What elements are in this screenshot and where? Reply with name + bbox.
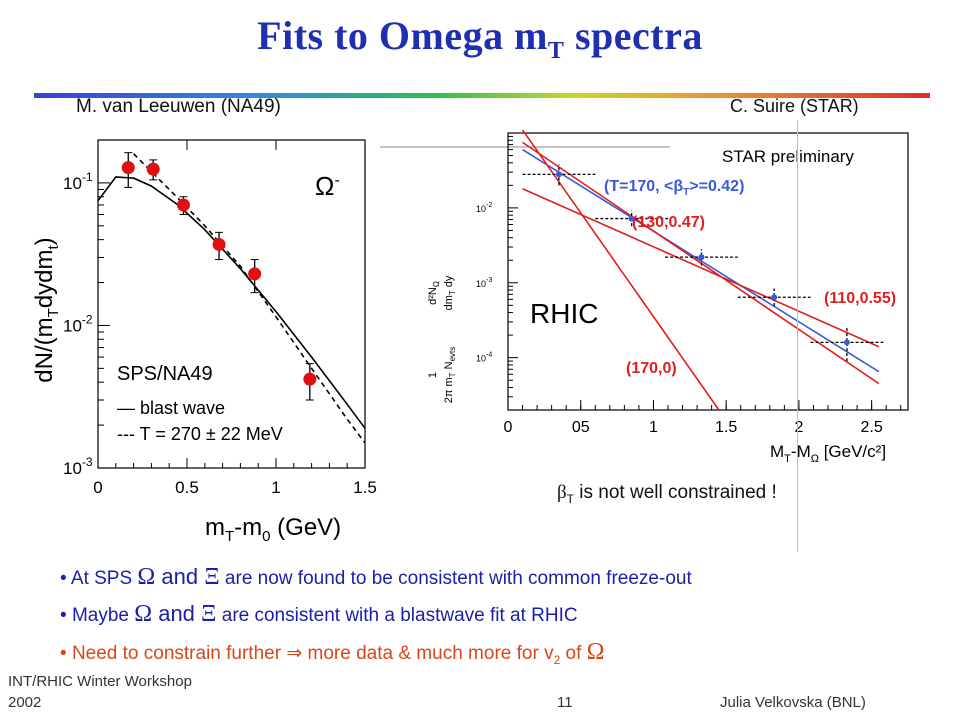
svg-text:d²NΩ: d²NΩ bbox=[427, 281, 441, 305]
na49-data-point bbox=[303, 372, 317, 386]
na49-ytick-label: 10-1 bbox=[63, 170, 93, 193]
star-ylabel: 1 2π mT Nevts d²NΩ dmT dy bbox=[427, 275, 457, 403]
rainbow-divider bbox=[34, 93, 930, 98]
footer-workshop: INT/RHIC Winter Workshop bbox=[8, 673, 192, 690]
star-data-point bbox=[555, 171, 562, 178]
star-data-point bbox=[628, 215, 635, 222]
na49-ytick-label: 10-2 bbox=[63, 312, 93, 335]
na49-data-point bbox=[248, 267, 262, 281]
slide-title: Fits to Omega mT spectra bbox=[257, 13, 703, 64]
star-fit-line-3 bbox=[521, 129, 720, 411]
star-prelim: STAR preliminary bbox=[722, 147, 854, 166]
star-xlabel: MT-MΩ [GeV/c²] bbox=[770, 442, 886, 465]
star-data-point bbox=[698, 254, 705, 261]
star-xtick-label: 2 bbox=[794, 419, 803, 436]
star-fit-label-110: (110,0.55) bbox=[824, 290, 896, 307]
beta-note: βT is not well constrained ! bbox=[557, 482, 777, 506]
na49-legend-dashed: --- T = 270 ± 22 MeV bbox=[117, 424, 283, 444]
star-ytick-label: 10-2 bbox=[476, 202, 492, 214]
star-fit-label-130: (130,0.47) bbox=[632, 214, 705, 231]
star-chart: 0 05 1 1.5 2 2.5 10-2 10-3 10-4 STAR preliminary… bbox=[380, 129, 909, 465]
na49-chart: 0 0.5 1 1.5 10-1 10-2 10-3 dN/(mTdydmt) mT-m0 … bbox=[31, 139, 377, 545]
na49-legend-solid: — blast wave bbox=[117, 398, 225, 418]
na49-curve-blastwave bbox=[97, 176, 366, 429]
star-fit-line-1 bbox=[522, 141, 880, 385]
na49-ytick-label: 10-3 bbox=[63, 455, 93, 478]
na49-xtick-label: 1 bbox=[271, 478, 280, 497]
svg-text:dmT dy: dmT dy bbox=[443, 275, 457, 310]
star-xtick-label: 1.5 bbox=[715, 419, 737, 436]
na49-ylabel: dN/(mTdydmt) bbox=[31, 237, 62, 382]
star-frame bbox=[507, 132, 909, 411]
star-xtick-label: 0 bbox=[504, 419, 513, 436]
na49-frame bbox=[97, 139, 366, 469]
credit-left: M. van Leeuwen (NA49) bbox=[76, 96, 281, 117]
star-data-point bbox=[843, 339, 850, 346]
bullet-3: • Need to constrain further ⇒ more data … bbox=[60, 639, 605, 667]
star-xtick-label: 05 bbox=[572, 419, 590, 436]
na49-data-point bbox=[121, 161, 135, 175]
na49-data-point bbox=[146, 162, 160, 176]
na49-xtick-label: 0.5 bbox=[175, 478, 199, 497]
na49-curve-dashed bbox=[133, 153, 366, 444]
svg-text:2π mT Nevts: 2π mT Nevts bbox=[443, 347, 457, 404]
star-rhic-label: RHIC bbox=[530, 298, 598, 329]
page-number: 11 bbox=[557, 694, 573, 711]
na49-omega-label: Ω- bbox=[315, 171, 340, 201]
footer-year: 2002 bbox=[8, 694, 42, 711]
credit-right: C. Suire (STAR) bbox=[730, 96, 859, 116]
star-xtick-label: 1 bbox=[649, 419, 658, 436]
star-fit-label-blue: (T=170, <βT>=0.42) bbox=[604, 178, 744, 198]
footer-author: Julia Velkovska (BNL) bbox=[720, 694, 866, 711]
star-ytick-label: 10-3 bbox=[476, 277, 492, 289]
right-divider bbox=[797, 120, 798, 552]
svg-text:1: 1 bbox=[427, 372, 439, 378]
na49-data-point bbox=[176, 198, 190, 212]
bullet-1: • At SPS Ω and Ξ are now found to be con… bbox=[60, 564, 692, 590]
bullet-2: • Maybe Ω and Ξ are consistent with a bl… bbox=[60, 601, 578, 627]
na49-xlabel: mT-m0 (GeV) bbox=[205, 514, 341, 545]
star-ytick-label: 10-4 bbox=[476, 352, 492, 364]
na49-xtick-label: 0 bbox=[93, 478, 102, 497]
star-data-point bbox=[771, 294, 778, 301]
na49-title: SPS/NA49 bbox=[117, 363, 213, 385]
star-fit-label-170: (170,0) bbox=[626, 360, 677, 377]
na49-xtick-label: 1.5 bbox=[353, 478, 377, 497]
na49-data-point bbox=[212, 237, 226, 251]
star-xtick-label: 2.5 bbox=[861, 419, 883, 436]
star-fit-line-0 bbox=[522, 148, 880, 373]
